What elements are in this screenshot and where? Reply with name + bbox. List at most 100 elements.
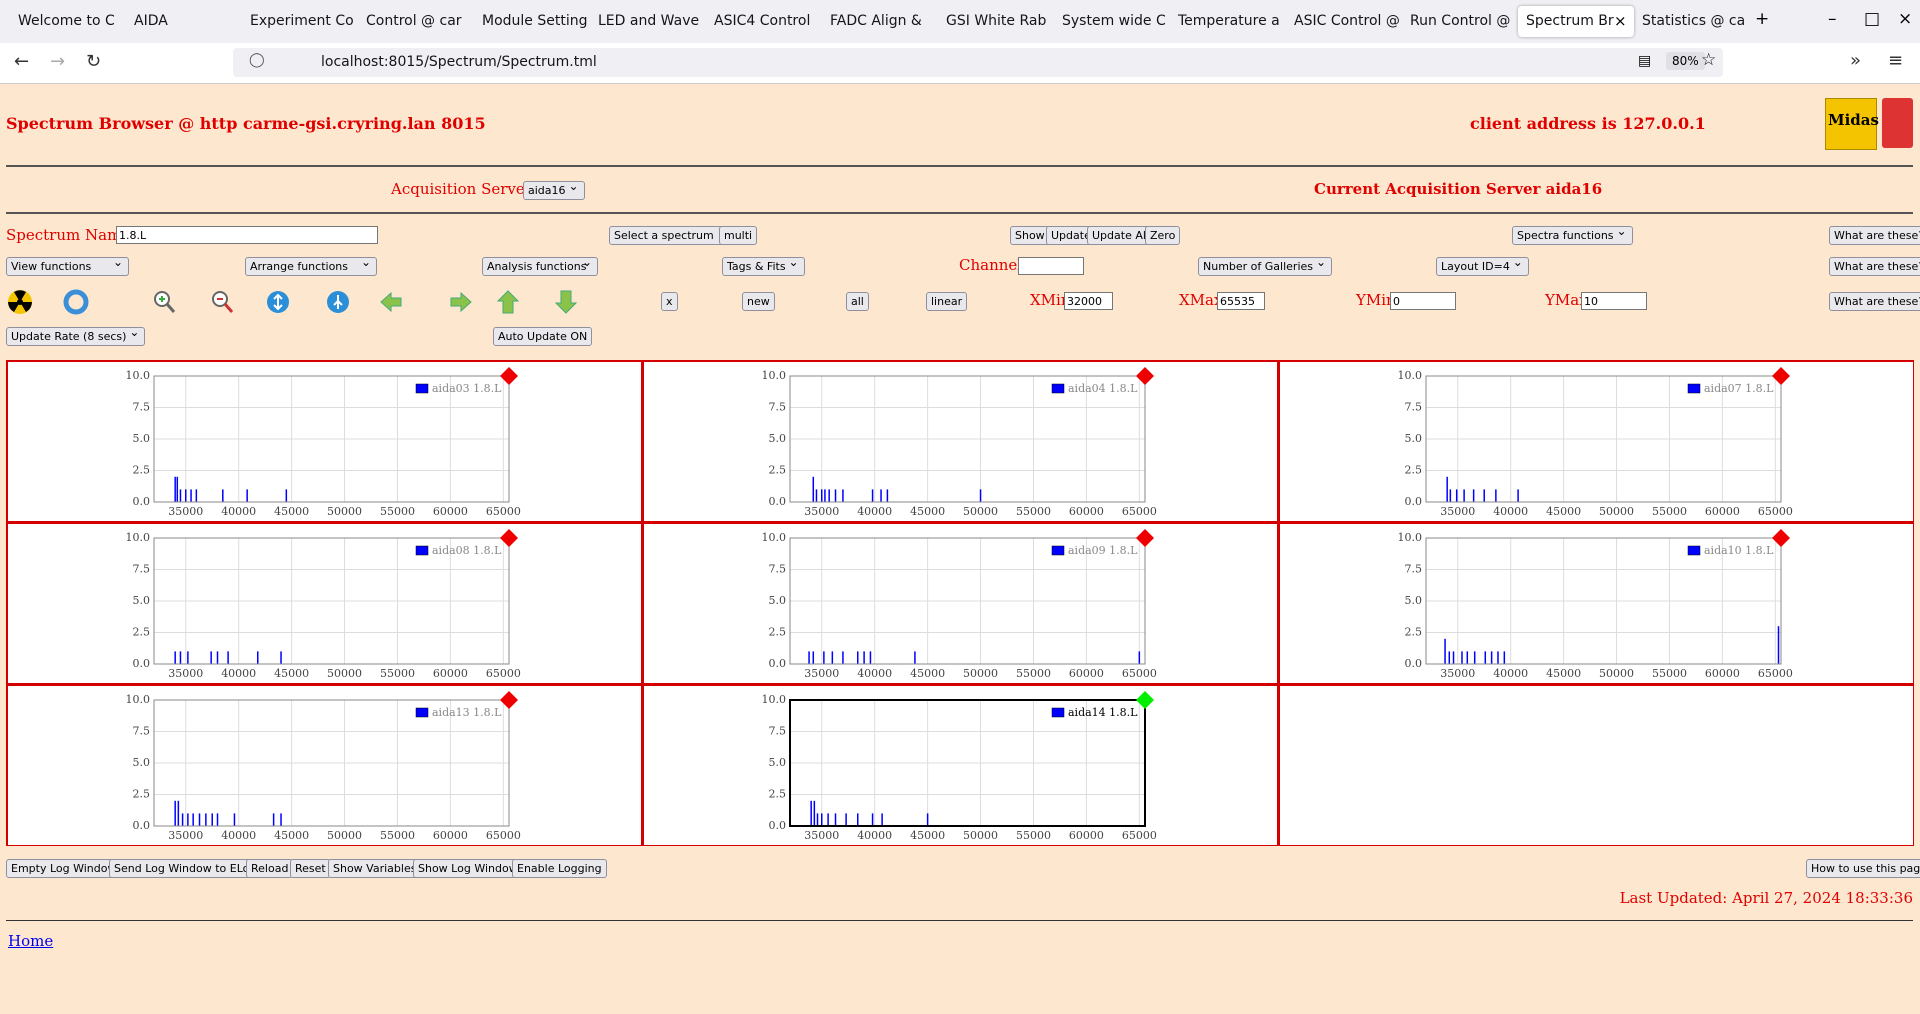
tab[interactable]: LED and Wave <box>598 13 700 29</box>
menu-button[interactable]: ≡ <box>1888 50 1904 71</box>
overflow-button[interactable]: » <box>1850 50 1862 71</box>
view-functions-select[interactable]: View functions <box>6 254 129 276</box>
y-tick-label: 10.0 <box>762 693 787 706</box>
shrink-y-icon[interactable] <box>278 291 349 313</box>
maximize-button[interactable]: □ <box>1864 9 1881 29</box>
footer-button[interactable]: Show Variables <box>328 859 422 878</box>
analysis-functions-select[interactable]: Analysis functions <box>482 254 598 276</box>
tab[interactable]: Run Control @ <box>1410 13 1511 29</box>
footer-button[interactable]: Empty Log Window <box>6 859 122 878</box>
refresh-icon[interactable] <box>63 289 89 315</box>
footer-button[interactable]: Send Log Window to ELog <box>109 859 262 878</box>
tab[interactable]: Spectrum Br <box>1518 6 1634 37</box>
channel-label: Channel: <box>959 256 1028 274</box>
new-tab-button[interactable]: + <box>1755 9 1770 29</box>
layout-select[interactable]: Layout ID=4 <box>1436 254 1529 276</box>
legend-label: aida13 1.8.L <box>432 706 502 719</box>
expand-y-icon[interactable] <box>267 291 289 313</box>
zero-button[interactable]: Zero <box>1145 226 1181 245</box>
zoom-out-icon[interactable] <box>212 291 234 313</box>
x-tick-label: 60000 <box>1069 505 1104 518</box>
close-button[interactable]: × <box>1898 9 1913 29</box>
tab[interactable]: Temperature a <box>1178 13 1280 29</box>
bookmark-star[interactable]: ☆ <box>1701 50 1717 70</box>
show-button[interactable]: Show <box>1010 226 1050 245</box>
x-tick-label: 35000 <box>168 667 203 680</box>
y-tick-label: 0.0 <box>133 657 151 670</box>
ymax-input[interactable] <box>1581 292 1647 310</box>
footer-button[interactable]: Show Log Window <box>413 859 523 878</box>
minimize-button[interactable]: – <box>1828 9 1837 29</box>
reload-button[interactable]: ↻ <box>86 51 102 72</box>
footer-button[interactable]: Reset <box>290 859 331 878</box>
y-tick-label: 2.5 <box>769 464 787 477</box>
x-tick-label: 45000 <box>910 667 945 680</box>
channel-input[interactable] <box>1018 257 1084 275</box>
zoom-in-icon[interactable] <box>154 291 176 313</box>
galleries-select[interactable]: Number of Galleries <box>1198 254 1333 276</box>
x-tick-label: 55000 <box>380 829 415 842</box>
x-tick-label: 40000 <box>857 829 892 842</box>
tab[interactable]: Statistics @ ca <box>1642 13 1746 29</box>
tab[interactable]: GSI White Rab <box>946 13 1047 29</box>
tab[interactable]: ASIC Control @ <box>1294 13 1400 29</box>
how-to-button[interactable]: How to use this page <box>1806 859 1920 878</box>
all-button[interactable]: all <box>846 292 869 311</box>
x-tick-label: 65000 <box>1122 829 1157 842</box>
help-button[interactable]: What are these? <box>1829 257 1920 276</box>
legend-label: aida08 1.8.L <box>432 544 502 557</box>
url-field[interactable]: ◯ localhost:8015/Spectrum/Spectrum.tml ▤… <box>233 48 1723 77</box>
spectrum-select[interactable]: Select a spectrum <box>609 223 733 245</box>
down-arrow-icon[interactable] <box>554 290 578 314</box>
xmax-input[interactable] <box>1217 292 1265 310</box>
x-tick-label: 40000 <box>221 505 256 518</box>
footer-button[interactable]: Reload <box>246 859 294 878</box>
radiation-icon[interactable] <box>8 290 32 314</box>
up-arrow-icon[interactable] <box>496 290 520 314</box>
server-select[interactable]: aida16 <box>523 178 585 200</box>
auto-update-button[interactable]: Auto Update ON <box>493 327 593 346</box>
update-all-button[interactable]: Update All <box>1087 226 1154 245</box>
help-button[interactable]: What are these? <box>1829 226 1920 245</box>
tab[interactable]: FADC Align & <box>830 13 922 29</box>
tab[interactable]: Control @ car <box>366 13 462 29</box>
x-tick-label: 45000 <box>1546 505 1581 518</box>
tab[interactable]: System wide C <box>1062 13 1166 29</box>
right-arrow-icon[interactable] <box>450 291 472 313</box>
update-rate-select[interactable]: Update Rate (8 secs) <box>6 324 146 346</box>
x-tick-label: 55000 <box>1652 505 1687 518</box>
multi-button[interactable]: multi <box>719 226 758 245</box>
tab[interactable]: ASIC4 Control <box>714 13 811 29</box>
footer-button[interactable]: Enable Logging <box>512 859 607 878</box>
spectrum-name-input[interactable] <box>116 226 378 244</box>
zoom-badge[interactable]: 80% <box>1666 52 1705 70</box>
update-button[interactable]: Update <box>1046 226 1096 245</box>
tags-fits-select[interactable]: Tags & Fits <box>722 254 805 276</box>
x-tick-label: 40000 <box>857 505 892 518</box>
tab[interactable]: Welcome to C <box>18 13 115 29</box>
tab[interactable]: AIDA <box>134 13 168 29</box>
back-button[interactable]: ← <box>14 51 30 72</box>
help-button[interactable]: What are these? <box>1829 292 1920 311</box>
linear-button[interactable]: linear <box>926 292 968 311</box>
tab[interactable]: Experiment Co <box>250 13 354 29</box>
left-arrow-icon[interactable] <box>380 291 402 313</box>
xmin-input[interactable] <box>1064 292 1113 310</box>
arrange-functions-select[interactable]: Arrange functions <box>245 254 377 276</box>
x-button[interactable]: x <box>661 292 678 311</box>
new-button[interactable]: new <box>742 292 775 311</box>
x-tick-label: 45000 <box>274 505 309 518</box>
forward-button[interactable]: → <box>50 51 66 72</box>
y-tick-label: 2.5 <box>769 626 787 639</box>
y-tick-label: 2.5 <box>133 464 151 477</box>
ymin-input[interactable] <box>1390 292 1456 310</box>
reader-icon[interactable]: ▤ <box>1638 53 1652 69</box>
lab-logo <box>1882 98 1913 148</box>
y-tick-label: 5.0 <box>769 594 787 607</box>
legend-swatch <box>415 707 429 718</box>
tab[interactable]: Module Setting <box>482 13 588 29</box>
home-link[interactable]: Home <box>8 932 54 950</box>
tab-close[interactable]: × <box>1614 12 1627 30</box>
legend-swatch <box>1051 383 1065 394</box>
spectra-functions-select[interactable]: Spectra functions <box>1512 223 1633 245</box>
